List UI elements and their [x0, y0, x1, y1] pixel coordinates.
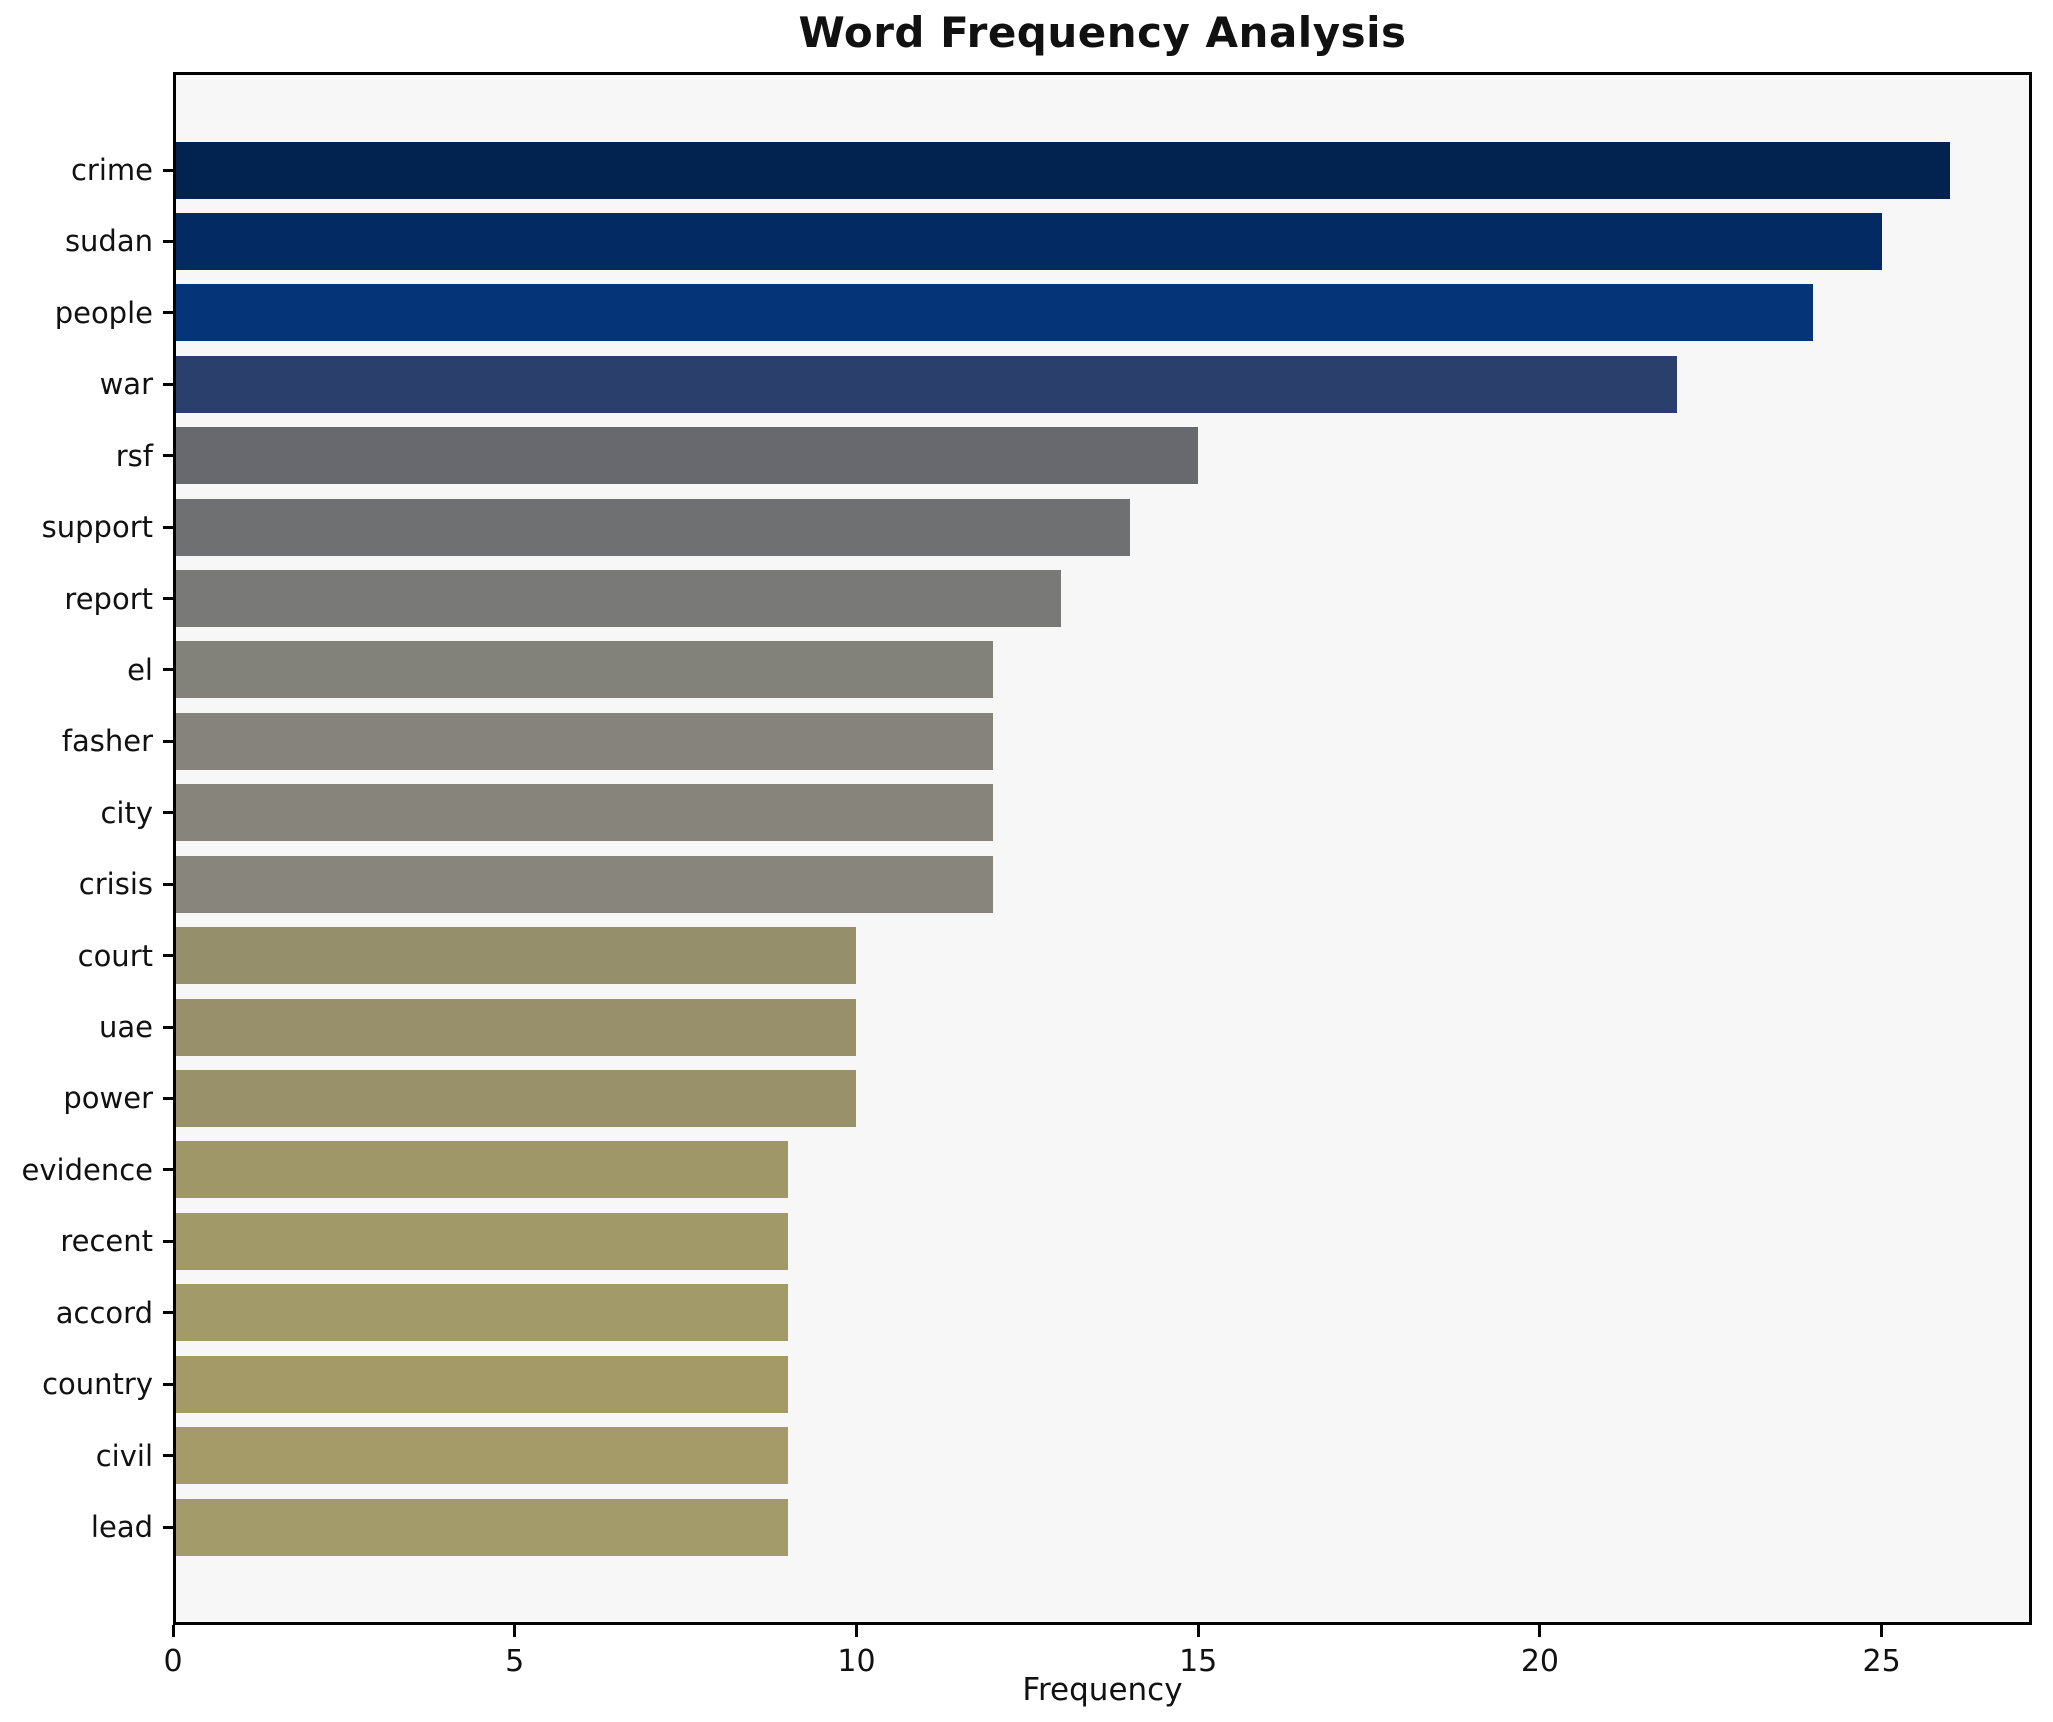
- x-tick-mark: [1880, 1625, 1884, 1637]
- y-tick-mark: [163, 382, 173, 386]
- y-tick-label-el: el: [127, 652, 153, 687]
- bar-court: [176, 927, 857, 985]
- y-tick-mark: [163, 811, 173, 815]
- bar-rsf: [176, 427, 1199, 485]
- bar-accord: [176, 1284, 789, 1342]
- plot-area: [173, 72, 2032, 1625]
- y-tick-label-support: support: [41, 510, 153, 545]
- chart-title: Word Frequency Analysis: [798, 8, 1407, 57]
- x-tick-mark: [1196, 1625, 1200, 1637]
- y-tick-label-accord: accord: [55, 1295, 153, 1330]
- bar-civil: [176, 1427, 789, 1485]
- bar-support: [176, 498, 1130, 556]
- x-tick-label-5: 5: [505, 1644, 525, 1679]
- x-tick-mark: [854, 1625, 858, 1637]
- bar-recent: [176, 1212, 789, 1270]
- bar-evidence: [176, 1141, 789, 1199]
- bar-crime: [176, 141, 1950, 199]
- bar-sudan: [176, 212, 1882, 270]
- x-tick-label-20: 20: [1520, 1644, 1559, 1679]
- y-tick-label-recent: recent: [60, 1224, 153, 1259]
- bar-report: [176, 570, 1062, 628]
- y-tick-mark: [163, 311, 173, 315]
- y-tick-mark: [163, 668, 173, 672]
- x-tick-label-10: 10: [837, 1644, 876, 1679]
- bar-people: [176, 284, 1814, 342]
- x-tick-mark: [513, 1625, 517, 1637]
- y-tick-label-uae: uae: [99, 1010, 153, 1045]
- bar-uae: [176, 998, 857, 1056]
- bar-fasher: [176, 712, 994, 770]
- bar-lead: [176, 1498, 789, 1556]
- y-tick-mark: [163, 1311, 173, 1315]
- y-tick-label-lead: lead: [90, 1510, 153, 1544]
- y-tick-label-report: report: [64, 581, 153, 616]
- bar-city: [176, 784, 994, 842]
- y-tick-label-people: people: [54, 295, 153, 330]
- x-axis-label: Frequency: [1022, 1672, 1183, 1708]
- bar-war: [176, 355, 1677, 413]
- y-tick-label-war: war: [99, 367, 153, 402]
- y-tick-mark: [163, 1096, 173, 1100]
- y-tick-mark: [163, 1025, 173, 1029]
- x-tick-label-25: 25: [1862, 1644, 1901, 1679]
- x-tick-label-0: 0: [163, 1644, 183, 1679]
- y-tick-label-civil: civil: [95, 1438, 153, 1473]
- y-tick-mark: [163, 525, 173, 529]
- y-tick-mark: [163, 1239, 173, 1243]
- y-tick-label-crime: crime: [70, 153, 153, 187]
- bar-country: [176, 1355, 789, 1413]
- bar-crisis: [176, 855, 994, 913]
- y-tick-mark: [163, 168, 173, 172]
- y-tick-mark: [163, 1454, 173, 1458]
- bar-el: [176, 641, 994, 699]
- y-tick-label-city: city: [100, 795, 153, 830]
- y-tick-label-power: power: [63, 1081, 153, 1116]
- y-tick-label-sudan: sudan: [64, 224, 153, 259]
- y-tick-label-rsf: rsf: [115, 438, 153, 473]
- y-tick-label-country: country: [42, 1367, 153, 1402]
- y-tick-label-fasher: fasher: [61, 724, 153, 759]
- x-tick-label-15: 15: [1179, 1644, 1218, 1679]
- y-tick-mark: [163, 954, 173, 958]
- x-tick-mark: [171, 1625, 175, 1637]
- y-tick-mark: [163, 1382, 173, 1386]
- y-tick-mark: [163, 239, 173, 243]
- x-tick-mark: [1538, 1625, 1542, 1637]
- y-tick-mark: [163, 739, 173, 743]
- y-tick-label-evidence: evidence: [21, 1152, 153, 1187]
- y-tick-label-crisis: crisis: [78, 867, 153, 902]
- y-tick-mark: [163, 454, 173, 458]
- y-tick-mark: [163, 1525, 173, 1529]
- y-tick-mark: [163, 597, 173, 601]
- y-tick-label-court: court: [77, 938, 153, 973]
- bar-power: [176, 1069, 857, 1127]
- y-tick-mark: [163, 882, 173, 886]
- y-tick-mark: [163, 1168, 173, 1172]
